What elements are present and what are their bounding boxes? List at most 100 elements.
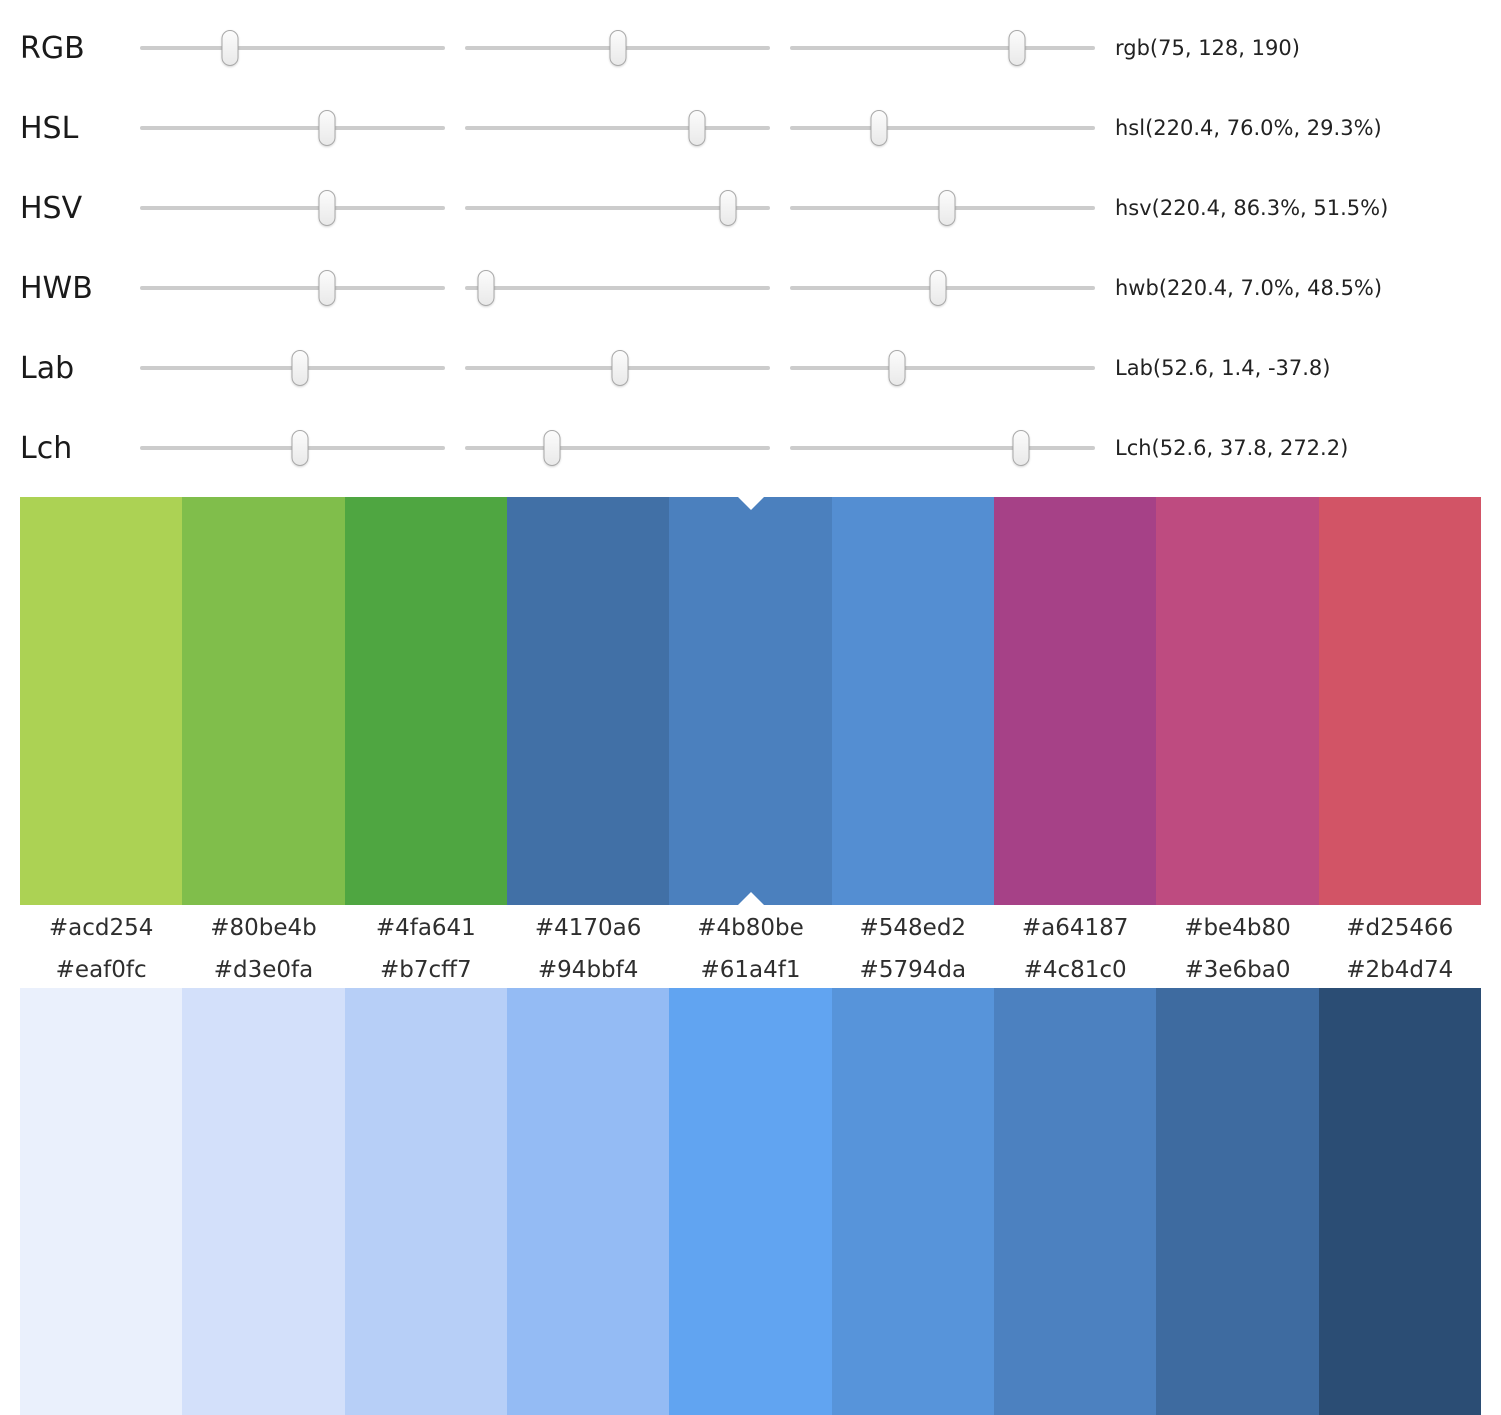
slider-track[interactable] [465,206,770,210]
slider-thumb[interactable] [1008,30,1026,66]
hex-label: #a64187 [1021,915,1129,941]
slider-thumb[interactable] [318,270,336,306]
slider-track[interactable] [140,126,445,130]
selected-color-marker-top [737,497,764,510]
color-value-text: Lch(52.6, 37.8, 272.2) [1115,436,1349,460]
color-swatch-a64187[interactable] [993,497,1157,905]
lch-slider-2[interactable] [465,426,770,470]
color-swatch-b7cff7[interactable] [344,988,507,1415]
color-swatch-4b80be[interactable] [669,497,832,905]
slider-thumb[interactable] [609,30,627,66]
color-swatch-548ed2[interactable] [831,497,994,905]
slider-track[interactable] [790,366,1095,370]
color-swatch-d25466[interactable] [1318,497,1481,905]
color-value-text: hwb(220.4, 7.0%, 48.5%) [1115,276,1383,300]
hex-label: #d25466 [1346,915,1454,941]
lch-slider-3[interactable] [790,426,1095,470]
slider-row-hsl: HSL hsl(220.4, 76.0%, 29.3%) [20,88,1501,168]
colorspace-label: Lab [20,350,75,386]
slider-thumb[interactable] [221,30,239,66]
slider-track[interactable] [140,286,445,290]
hex-label: #61a4f1 [700,956,801,983]
slider-thumb[interactable] [688,110,706,146]
slider-track[interactable] [790,46,1095,50]
slider-thumb[interactable] [318,110,336,146]
slider-track[interactable] [140,46,445,50]
hex-label: #3e6ba0 [1184,956,1291,983]
shade-palette: #eaf0fc #d3e0fa #b7cff7 #94bbf4 #61a4f1 #5794… [20,951,1481,1415]
lch-slider-1[interactable] [140,426,445,470]
slider-thumb[interactable] [938,190,956,226]
slider-row-hwb: HWB hwb(220.4, 7.0%, 48.5%) [20,248,1501,328]
hwb-slider-3[interactable] [790,266,1095,310]
hex-label: #4170a6 [534,915,642,941]
slider-track[interactable] [465,286,770,290]
rgb-slider-2[interactable] [465,26,770,70]
color-swatch-be4b80[interactable] [1156,497,1319,905]
color-swatch-2b4d74[interactable] [1318,988,1481,1415]
slider-thumb[interactable] [870,110,888,146]
slider-thumb[interactable] [1012,430,1030,466]
lab-slider-3[interactable] [790,346,1095,390]
hsv-slider-3[interactable] [790,186,1095,230]
slider-track[interactable] [465,126,770,130]
lab-slider-2[interactable] [465,346,770,390]
color-swatch-eaf0fc[interactable] [20,988,183,1415]
colorspace-label: RGB [20,30,85,66]
slider-track[interactable] [465,446,770,450]
rgb-slider-1[interactable] [140,26,445,70]
color-value-text: hsl(220.4, 76.0%, 29.3%) [1115,116,1382,140]
color-swatch-61a4f1[interactable] [669,988,832,1415]
slider-thumb[interactable] [291,350,309,386]
hex-label: #94bbf4 [537,956,639,983]
hwb-slider-1[interactable] [140,266,445,310]
color-swatch-d3e0fa[interactable] [182,988,345,1415]
colorspace-label: HSL [20,110,79,146]
color-swatch-94bbf4[interactable] [506,988,670,1415]
color-swatch-3e6ba0[interactable] [1156,988,1319,1415]
hex-label: #548ed2 [859,915,967,941]
hsv-slider-2[interactable] [465,186,770,230]
color-value-text: hsv(220.4, 86.3%, 51.5%) [1115,196,1389,220]
selected-color-marker-bottom [737,892,764,905]
slider-row-lab: Lab Lab(52.6, 1.4, -37.8) [20,328,1501,408]
hue-hex-labels: #acd254 #80be4b #4fa641 #4170a6 #4b80be #548e… [20,905,1481,951]
hsl-slider-3[interactable] [790,106,1095,150]
slider-track[interactable] [140,206,445,210]
color-swatch-4fa641[interactable] [344,497,507,905]
slider-thumb[interactable] [477,270,495,306]
slider-thumb[interactable] [291,430,309,466]
rgb-slider-3[interactable] [790,26,1095,70]
hsl-slider-2[interactable] [465,106,770,150]
color-swatch-4170a6[interactable] [506,497,670,905]
slider-thumb[interactable] [719,190,737,226]
slider-thumb[interactable] [929,270,947,306]
hex-label: #5794da [859,956,967,983]
slider-panel: RGB rgb(75, 128, 190) HSL hsl(220.4, 76.… [0,0,1501,488]
hwb-slider-2[interactable] [465,266,770,310]
color-value-text: Lab(52.6, 1.4, -37.8) [1115,356,1331,380]
hsv-slider-1[interactable] [140,186,445,230]
color-swatch-80be4b[interactable] [182,497,345,905]
slider-thumb[interactable] [888,350,906,386]
hue-strip [20,497,1481,905]
color-value-text: rgb(75, 128, 190) [1115,36,1300,60]
shade-strip [20,988,1481,1415]
slider-thumb[interactable] [611,350,629,386]
lab-slider-1[interactable] [140,346,445,390]
hex-label: #4c81c0 [1023,956,1127,983]
shade-hex-labels: #eaf0fc #d3e0fa #b7cff7 #94bbf4 #61a4f1 #5794… [20,951,1481,988]
colorspace-label: HSV [20,190,83,226]
hex-label: #4fa641 [375,915,476,941]
slider-track[interactable] [790,446,1095,450]
hex-label: #acd254 [48,915,154,941]
hex-label: #be4b80 [1184,915,1291,941]
slider-track[interactable] [790,126,1095,130]
color-swatch-acd254[interactable] [20,497,183,905]
slider-thumb[interactable] [318,190,336,226]
color-swatch-5794da[interactable] [831,988,994,1415]
slider-thumb[interactable] [543,430,561,466]
hsl-slider-1[interactable] [140,106,445,150]
color-swatch-4c81c0[interactable] [993,988,1157,1415]
